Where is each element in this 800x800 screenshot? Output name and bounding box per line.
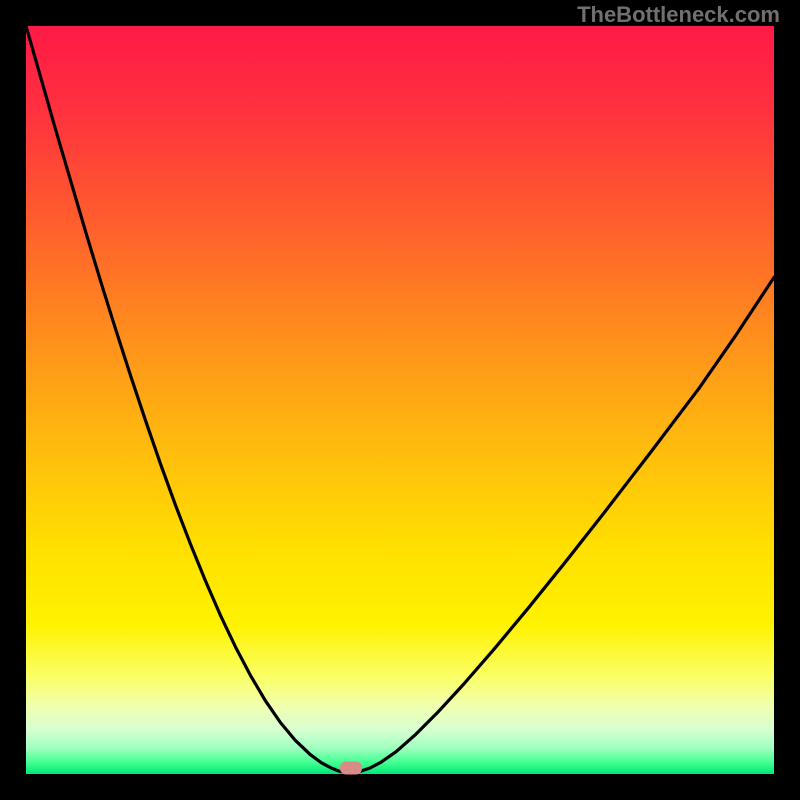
watermark-text: TheBottleneck.com [577, 2, 780, 28]
plot-area [26, 26, 774, 774]
chart-frame: TheBottleneck.com [0, 0, 800, 800]
bottleneck-curve [26, 26, 774, 774]
minimum-marker [340, 762, 362, 775]
